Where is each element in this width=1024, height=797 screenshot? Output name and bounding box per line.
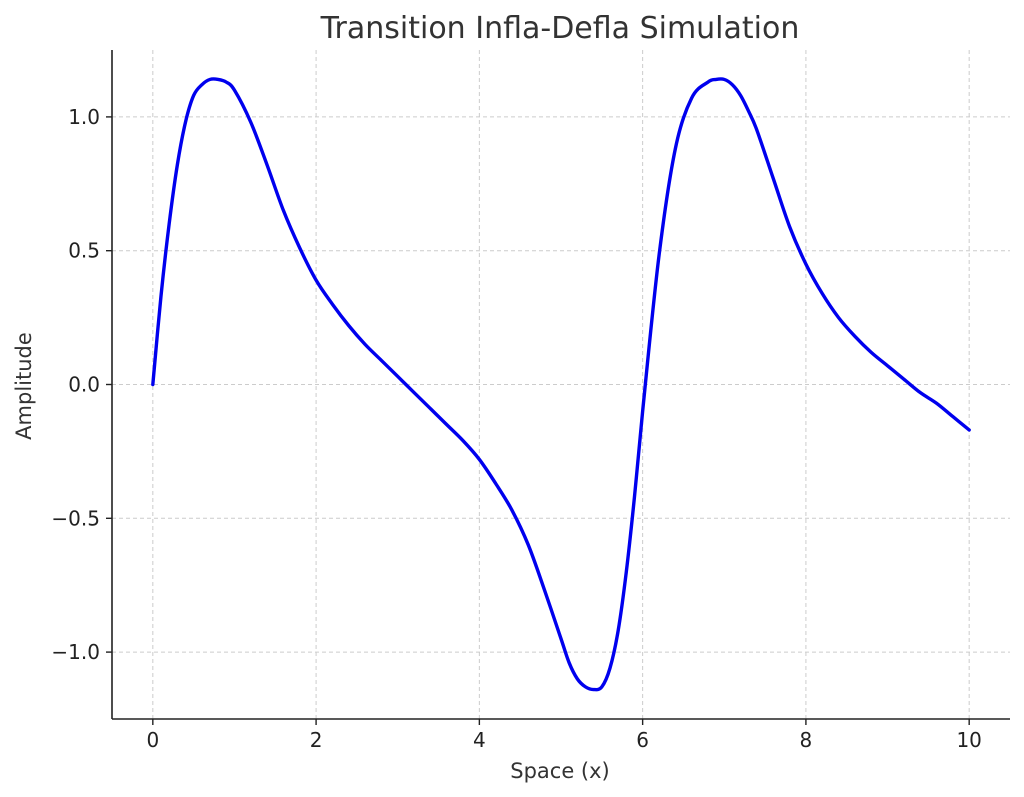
y-tick-label: 0.0 [68, 373, 100, 397]
x-tick-label: 0 [146, 728, 159, 752]
ticks: 0 2 4 6 8 10 −1.0 −0.5 0.0 0.5 1.0 [51, 105, 981, 752]
y-tick-label: −1.0 [51, 640, 100, 664]
chart-title: Transition Infla-Defla Simulation [320, 11, 800, 46]
x-tick-label: 4 [473, 728, 486, 752]
grid [112, 50, 1010, 719]
x-tick-label: 2 [310, 728, 323, 752]
x-tick-label: 6 [636, 728, 649, 752]
y-axis-label: Amplitude [12, 332, 36, 440]
x-tick-label: 8 [800, 728, 813, 752]
x-tick-label: 10 [956, 728, 981, 752]
x-axis-label: Space (x) [510, 759, 609, 783]
series-line [151, 77, 971, 692]
y-tick-label: 0.5 [68, 239, 100, 263]
y-tick-label: −0.5 [51, 506, 100, 530]
y-tick-label: 1.0 [68, 105, 100, 129]
series-layer [151, 77, 971, 692]
